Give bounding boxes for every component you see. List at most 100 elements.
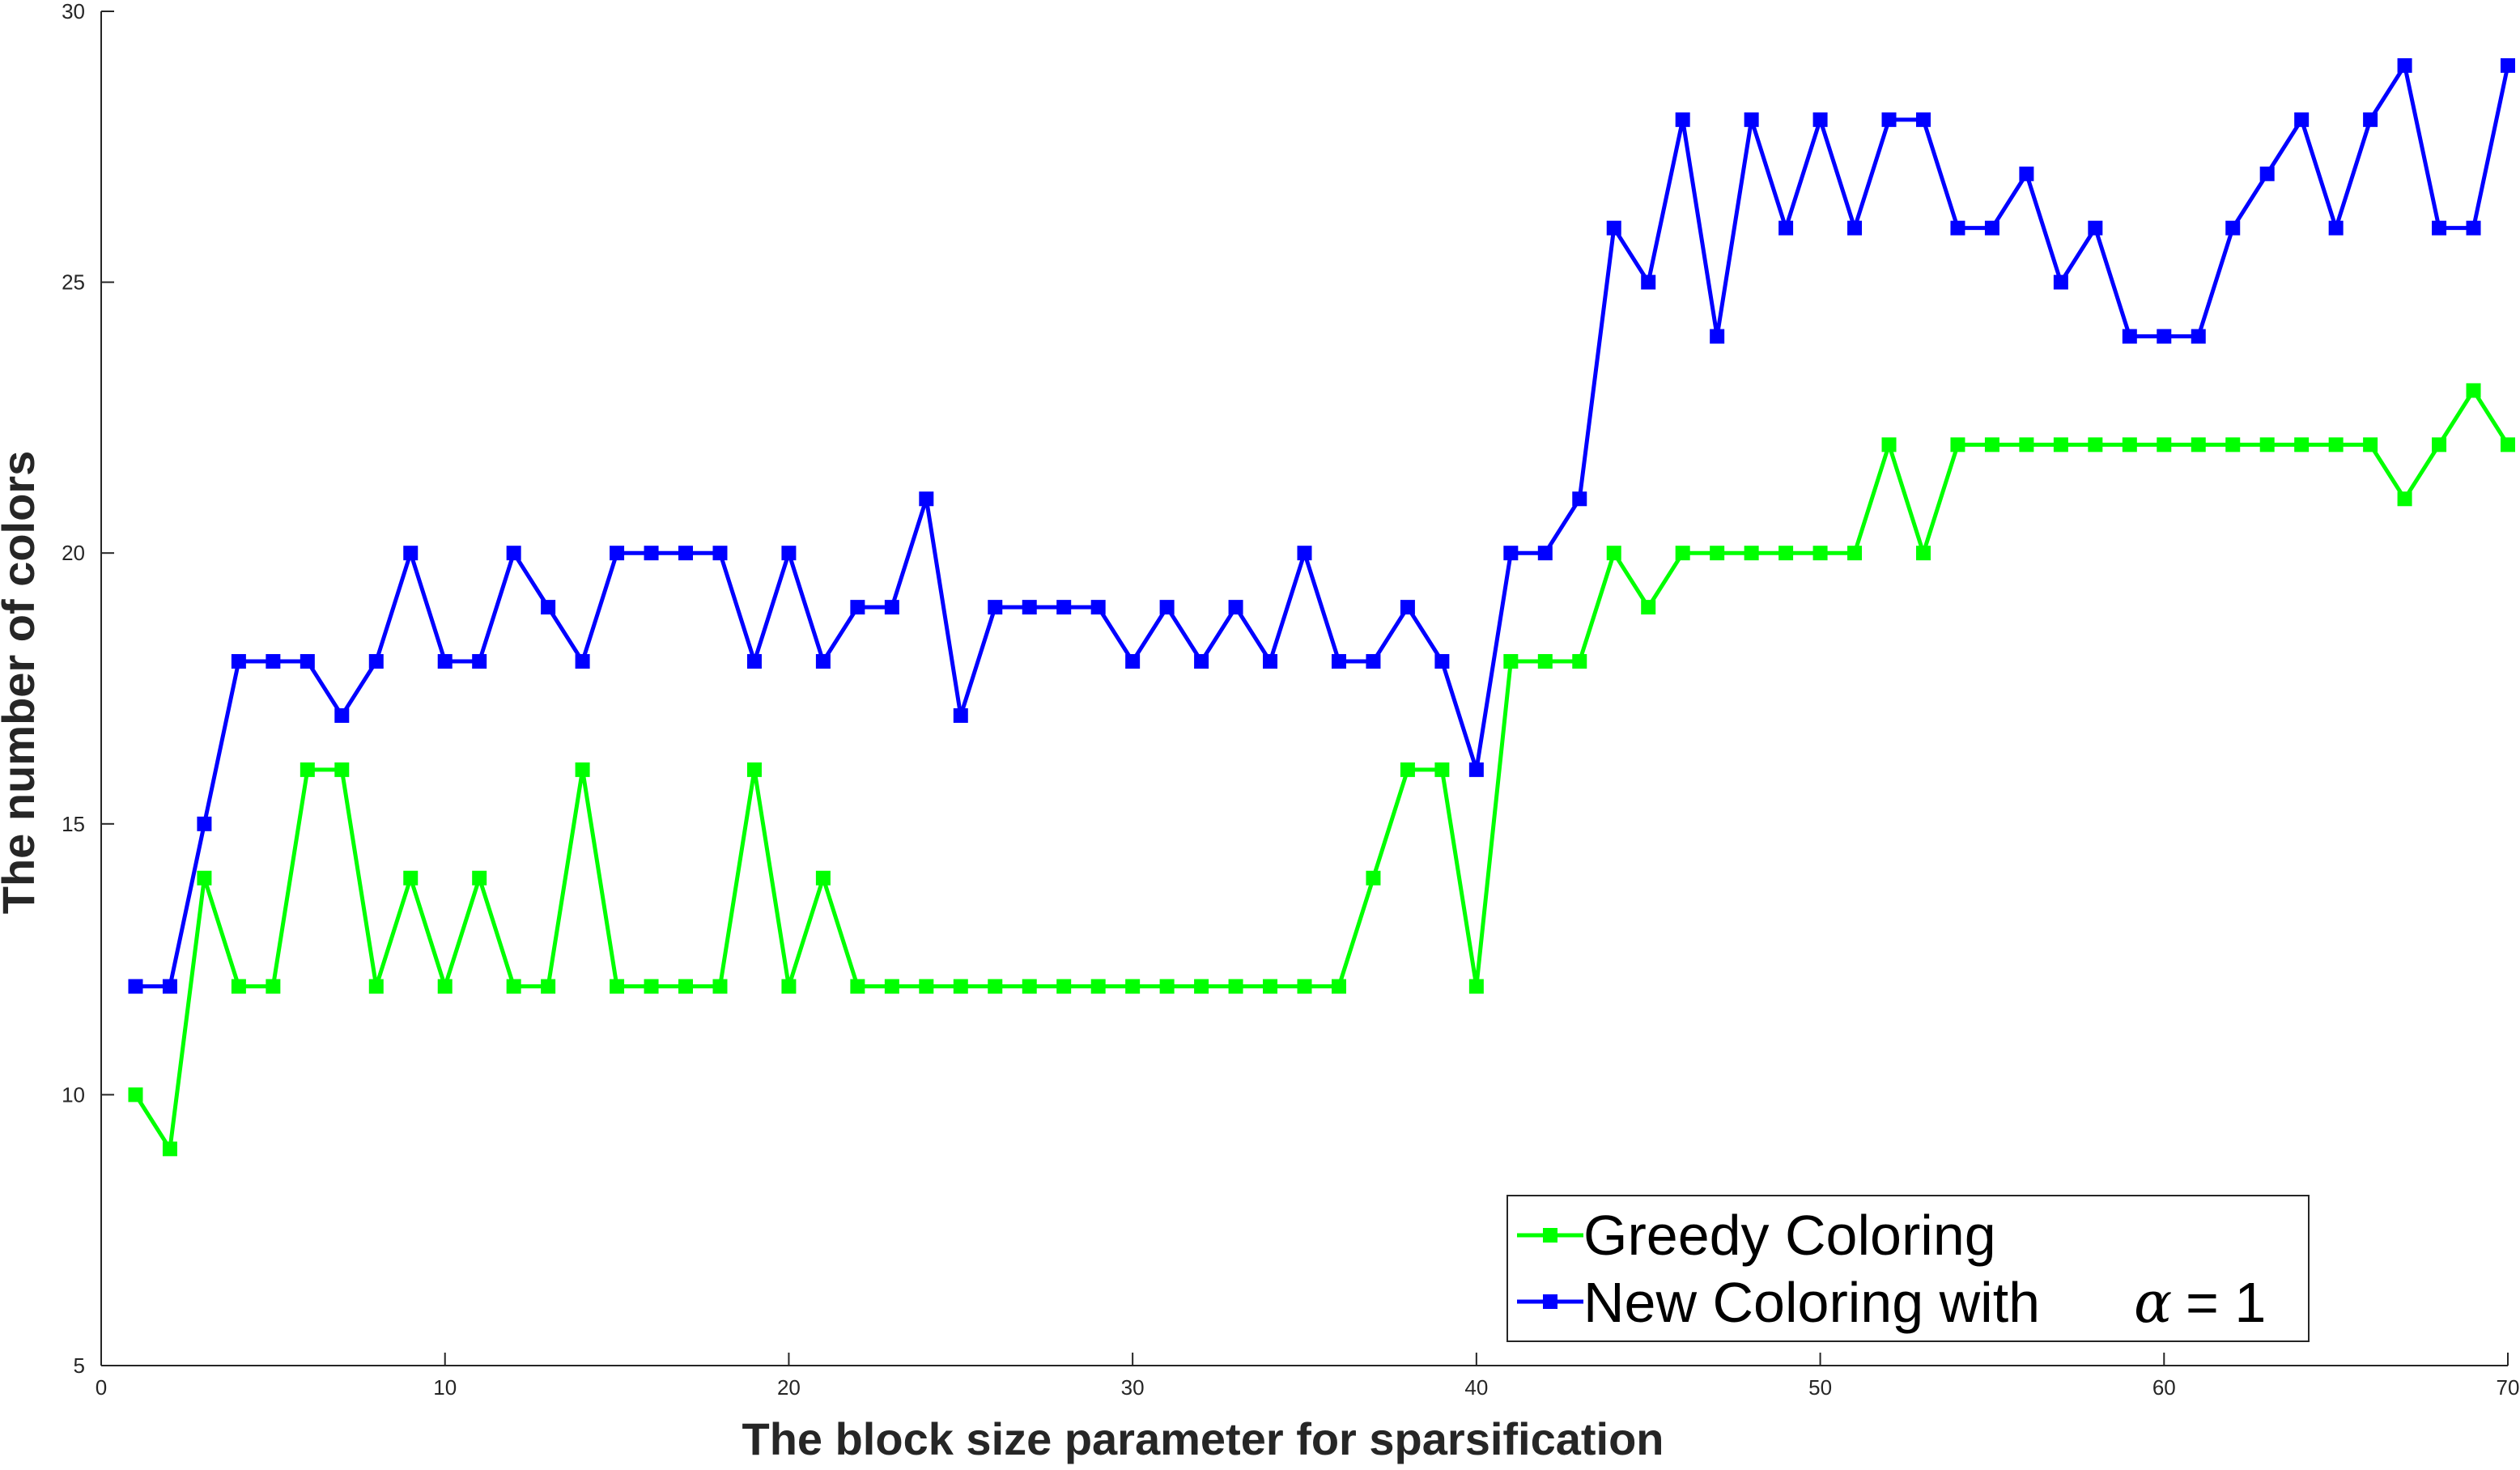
data-point-greedy (1537, 654, 1553, 669)
data-point-greedy (1022, 979, 1037, 994)
legend-marker-greedy (1543, 1228, 1557, 1243)
data-point-greedy (1297, 979, 1312, 994)
data-point-greedy (919, 979, 934, 994)
data-point-new (575, 654, 590, 669)
data-point-greedy (197, 870, 212, 886)
series-line-new (135, 63, 2510, 989)
data-point-greedy (850, 979, 865, 994)
data-point-greedy (1881, 437, 1897, 452)
data-point-new (1537, 546, 1553, 561)
data-point-greedy (2191, 437, 2206, 452)
data-point-greedy (506, 979, 521, 994)
data-point-new (1263, 654, 1278, 669)
data-point-greedy (2363, 437, 2378, 452)
data-point-new (128, 979, 143, 994)
data-point-new (1572, 491, 1587, 507)
data-point-greedy (1984, 437, 1999, 452)
x-tick-label: 10 (433, 1375, 457, 1400)
data-point-greedy (1159, 979, 1175, 994)
data-point-greedy (2501, 437, 2515, 452)
data-point-greedy (2328, 437, 2344, 452)
data-point-new (1228, 600, 1243, 615)
data-point-greedy (575, 762, 590, 777)
x-tick-label: 0 (96, 1375, 107, 1400)
data-point-new (2191, 329, 2206, 344)
data-point-greedy (1641, 600, 1656, 615)
data-point-new (2432, 220, 2447, 236)
data-point-new (1950, 220, 1965, 236)
y-tick-label: 20 (62, 541, 85, 565)
data-point-greedy (1675, 546, 1690, 561)
data-point-new (884, 600, 899, 615)
series-markers (128, 57, 2515, 1157)
data-point-new (746, 654, 762, 669)
data-point-greedy (1331, 979, 1346, 994)
data-point-new (1984, 220, 1999, 236)
data-point-new (1744, 112, 1759, 127)
data-point-greedy (815, 870, 831, 886)
data-point-new (1400, 600, 1415, 615)
data-point-greedy (300, 762, 315, 777)
data-point-greedy (437, 979, 453, 994)
series-line-greedy (134, 388, 2510, 1151)
data-point-new (2259, 166, 2275, 181)
data-point-greedy (1744, 546, 1759, 561)
data-point-greedy (1572, 654, 1587, 669)
data-point-new (1366, 654, 1381, 669)
data-point-new (1881, 112, 1897, 127)
data-point-new (815, 654, 831, 669)
y-tick-label: 25 (62, 270, 85, 295)
x-tick-label: 60 (2152, 1375, 2176, 1400)
data-point-greedy (1056, 979, 1072, 994)
data-point-new (953, 707, 968, 723)
data-point-new (2088, 220, 2103, 236)
data-point-new (1331, 654, 1346, 669)
data-point-greedy (712, 979, 728, 994)
data-point-new (781, 546, 797, 561)
data-point-greedy (2122, 437, 2137, 452)
data-point-new (403, 546, 419, 561)
data-point-new (437, 654, 453, 669)
data-point-greedy (1468, 979, 1484, 994)
data-point-greedy (953, 979, 968, 994)
data-point-new (988, 600, 1003, 615)
data-point-new (712, 546, 728, 561)
axes (100, 11, 2508, 1366)
data-point-new (2019, 166, 2034, 181)
data-point-new (2294, 112, 2310, 127)
data-point-new (334, 707, 350, 723)
data-point-new (506, 546, 521, 561)
data-point-new (266, 654, 281, 669)
legend-alpha-value: = 1 (2186, 1271, 2266, 1334)
legend: Greedy Coloring New Coloring with α = 1 (1506, 1195, 2310, 1342)
data-point-new (1434, 654, 1450, 669)
data-point-greedy (541, 979, 556, 994)
data-point-new (1710, 329, 1725, 344)
data-point-new (678, 546, 694, 561)
data-point-new (850, 600, 865, 615)
data-point-greedy (1194, 979, 1209, 994)
data-point-greedy (678, 979, 694, 994)
data-point-new (162, 979, 177, 994)
y-tick-label: 5 (74, 1353, 85, 1378)
data-point-greedy (334, 762, 350, 777)
data-point-new (541, 600, 556, 615)
data-point-greedy (1710, 546, 1725, 561)
data-point-new (231, 654, 246, 669)
data-point-greedy (472, 870, 487, 886)
data-point-new (1606, 220, 1621, 236)
data-point-new (2363, 112, 2378, 127)
data-point-new (919, 491, 934, 507)
data-point-greedy (781, 979, 797, 994)
data-point-new (197, 816, 212, 831)
data-point-new (1778, 220, 1794, 236)
data-point-new (2501, 57, 2515, 73)
data-point-greedy (1915, 546, 1931, 561)
x-tick-label: 20 (777, 1375, 801, 1400)
legend-marker-new (1543, 1294, 1557, 1309)
y-axis-label: The number of colors (0, 451, 44, 915)
data-point-greedy (1812, 546, 1828, 561)
data-point-greedy (1263, 979, 1278, 994)
